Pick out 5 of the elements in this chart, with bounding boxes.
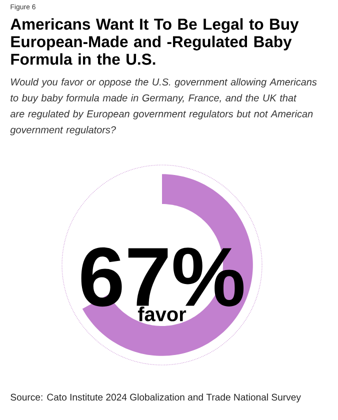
- slice-label: favor: [138, 306, 186, 322]
- chart-title: Americans Want It To Be Legal to Buy European-Made and -Regulated Baby Formula in the U.S.: [10, 18, 299, 65]
- data-label: 67%: [81, 247, 244, 307]
- chart-subtitle: Would you favor or oppose the U.S. government allowing Americans to buy baby formula made in Germany, France, and the UK that are regulated by European government regulators but not American government regulators?: [10, 78, 317, 136]
- source-note: Source: Cato Institute 2024 Globalization and Trade National Survey: [10, 394, 301, 402]
